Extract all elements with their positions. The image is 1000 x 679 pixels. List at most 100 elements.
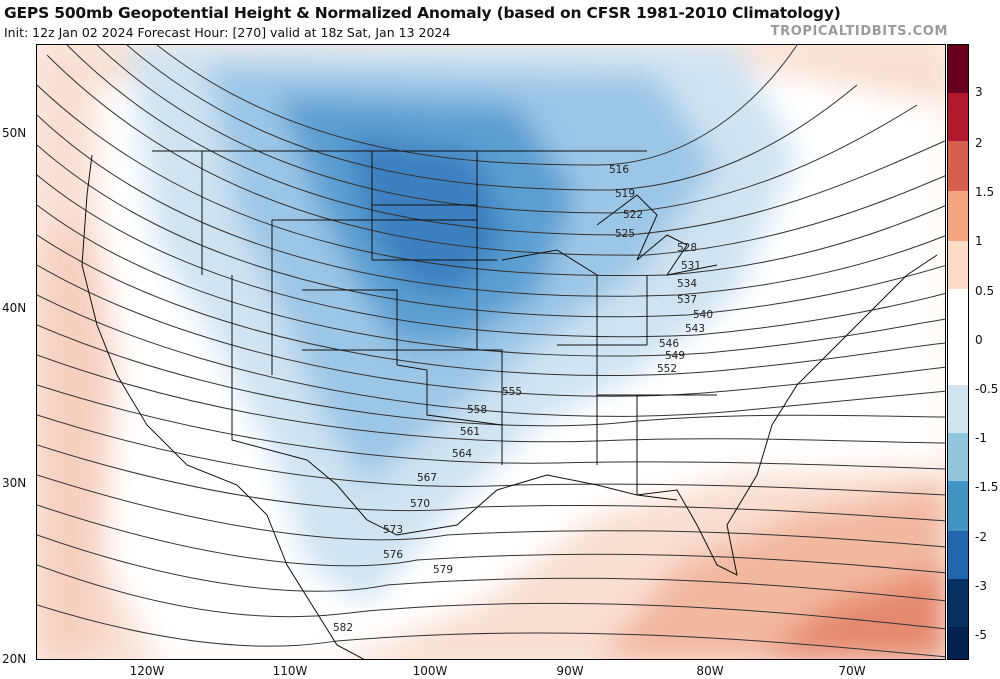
contour-line — [37, 604, 945, 658]
contour-label: 528 — [677, 242, 697, 254]
contour-label: 573 — [383, 524, 403, 536]
contour-line — [37, 204, 945, 357]
contour-line — [66, 45, 945, 236]
state-boundaries — [81, 150, 938, 659]
contour-line — [37, 114, 945, 297]
colorbar-segment — [948, 385, 968, 433]
colorbar-tick: 1.5 — [975, 185, 995, 199]
contour-line — [96, 45, 918, 214]
colorbar-segment — [948, 337, 968, 385]
chart-title: GEPS 500mb Geopotential Height & Normali… — [4, 4, 841, 22]
contour-line — [37, 264, 945, 397]
state-line — [396, 364, 503, 426]
state-line — [302, 289, 398, 365]
contour-line — [37, 414, 945, 496]
contour-line — [37, 354, 945, 444]
colorbar-segment — [948, 141, 968, 191]
anomaly-shading — [37, 45, 945, 659]
contour-labels: 516 519 522 525 528 531 534 537 540 543 … — [333, 164, 713, 634]
west-coast — [81, 154, 268, 516]
lon-label-100w: 100W — [412, 664, 448, 678]
state-line — [501, 249, 598, 465]
height-contours — [37, 45, 945, 658]
state-line — [231, 275, 308, 461]
lat-label-30n: 30N — [2, 476, 27, 490]
colorbar-segment — [948, 289, 968, 337]
colorbar — [947, 44, 969, 660]
lon-label-90w: 90W — [556, 664, 584, 678]
lon-label-110w: 110W — [272, 664, 308, 678]
colorbar-segment — [948, 481, 968, 531]
colorbar-segment — [948, 579, 968, 627]
colorbar-tick: 1 — [975, 234, 983, 248]
contour-label: 543 — [685, 323, 705, 335]
colorbar-segment — [948, 45, 968, 93]
contour-label: 582 — [333, 622, 353, 634]
contour-label: 519 — [615, 188, 635, 200]
colorbar-tick: -1 — [975, 431, 987, 445]
colorbar-segment — [948, 241, 968, 289]
contour-line — [37, 534, 945, 602]
contour-line — [37, 84, 945, 277]
lat-label-20n: 20N — [2, 652, 27, 666]
contour-label: 516 — [609, 164, 629, 176]
colorbar-tick: -0.5 — [975, 382, 999, 396]
colorbar-tick: -5 — [975, 628, 987, 642]
lon-label-70w: 70W — [838, 664, 866, 678]
colorbar-tick: -1.5 — [975, 480, 999, 494]
contour-label: 552 — [657, 363, 677, 375]
contour-line — [126, 45, 858, 191]
anomaly-map: 516 519 522 525 528 531 534 537 540 543 … — [37, 45, 945, 659]
contour-label: 561 — [460, 426, 480, 438]
colorbar-segment — [948, 191, 968, 241]
colorbar-tick: 3 — [975, 85, 983, 99]
contour-label: 567 — [417, 472, 437, 484]
contour-label: 540 — [693, 309, 713, 321]
lon-label-120w: 120W — [129, 664, 165, 678]
colorbar-tick: 0.5 — [975, 284, 995, 298]
lon-label-80w: 80W — [696, 664, 724, 678]
contour-label: 579 — [433, 564, 453, 576]
contour-label: 555 — [502, 386, 522, 398]
strong-warm-southeast — [759, 565, 945, 659]
lat-label-40n: 40N — [2, 301, 27, 315]
mexico-coast — [266, 514, 365, 659]
contour-line — [37, 384, 945, 470]
forecast-info: Init: 12z Jan 02 2024 Forecast Hour: [27… — [4, 25, 451, 40]
contour-label: 546 — [659, 338, 679, 350]
contour-line — [156, 45, 798, 166]
lat-label-50n: 50N — [2, 126, 27, 140]
contour-label: 564 — [452, 448, 472, 460]
contour-label: 570 — [410, 498, 430, 510]
contour-label: 522 — [623, 209, 643, 221]
colorbar-segment — [948, 433, 968, 481]
contour-label: 531 — [681, 260, 701, 272]
colorbar-tick: -3 — [975, 579, 987, 593]
colorbar-tick: 0 — [975, 333, 983, 347]
core-cold-anomaly — [347, 135, 507, 295]
colorbar-tick: -2 — [975, 530, 987, 544]
contour-line — [37, 504, 945, 574]
contour-label: 558 — [467, 404, 487, 416]
gulf-coast — [306, 254, 938, 576]
contour-label: 534 — [677, 278, 697, 290]
contour-label: 576 — [383, 549, 403, 561]
contour-line — [37, 474, 945, 548]
contour-line — [37, 144, 945, 318]
contour-label: 549 — [665, 350, 685, 362]
colorbar-segment — [948, 627, 968, 659]
contour-line — [37, 294, 945, 417]
contour-label: 537 — [677, 294, 697, 306]
great-lakes — [596, 194, 718, 276]
map-panel[interactable]: 516 519 522 525 528 531 534 537 540 543 … — [36, 44, 946, 660]
watermark: TROPICALTIDBITS.COM — [770, 24, 948, 39]
contour-line — [37, 174, 945, 338]
contour-line — [37, 324, 945, 427]
state-line — [302, 349, 503, 465]
colorbar-tick: 2 — [975, 136, 983, 150]
colorbar-segment — [948, 93, 968, 141]
colorbar-segment — [948, 531, 968, 579]
contour-line — [37, 234, 945, 376]
contour-label: 525 — [615, 228, 635, 240]
contour-line — [37, 564, 945, 630]
